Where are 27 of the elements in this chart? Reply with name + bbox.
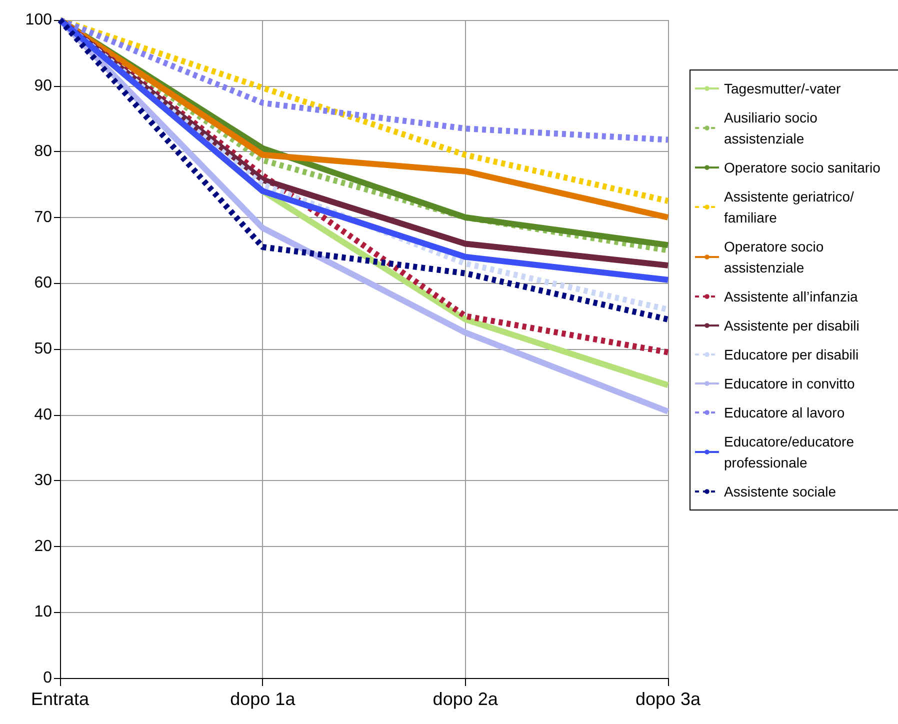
legend-label: Ausiliario socio assistenziale: [724, 110, 822, 146]
y-tick-label: 40: [34, 406, 52, 424]
y-tick-label: 30: [34, 472, 52, 490]
legend-label: Educatore/educatore professionale: [724, 434, 858, 470]
x-tick-label: dopo 1a: [230, 689, 296, 709]
y-tick-label: 60: [34, 274, 52, 292]
legend-label: Educatore per disabili: [724, 346, 859, 362]
x-tick-label: Entrata: [30, 689, 90, 709]
y-tick-label: 10: [34, 604, 52, 621]
y-tick-label: 0: [43, 670, 52, 686]
legend-label: Assistente sociale: [724, 484, 836, 500]
legend-label: Operatore socio sanitario: [724, 160, 881, 176]
x-tick-label: dopo 3a: [635, 689, 702, 709]
y-tick-label: 80: [34, 143, 52, 160]
y-tick-label: 50: [34, 340, 52, 358]
y-tick-label: 90: [34, 77, 52, 94]
y-tick-label: 20: [34, 538, 52, 555]
legend-label: Educatore in convitto: [724, 376, 855, 392]
legend-label: Assistente per disabili: [724, 318, 860, 334]
legend-label: Operatore socio assistenziale: [724, 238, 828, 276]
legend-label: Tagesmutter/-vater: [724, 80, 842, 96]
legend-label: Assistente all’infanzia: [724, 288, 858, 304]
legend-label: Educatore al lavoro: [724, 404, 845, 420]
y-tick-label: 100: [25, 12, 52, 28]
x-tick-label: dopo 2a: [432, 689, 499, 709]
legend-label: Assistente geriatrico/familiare: [724, 188, 854, 226]
y-tick-label: 70: [34, 208, 52, 226]
